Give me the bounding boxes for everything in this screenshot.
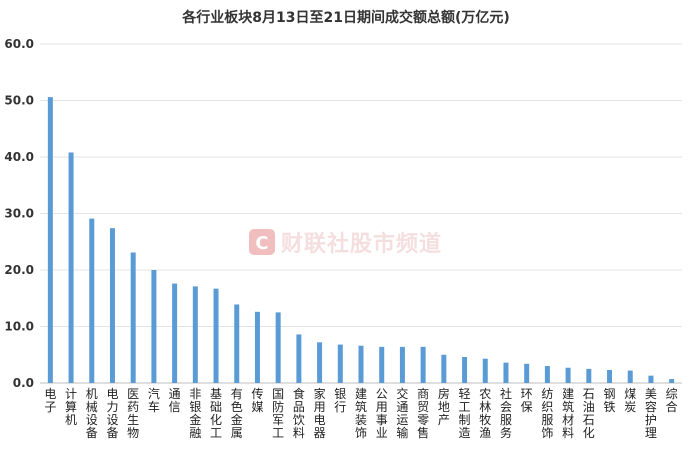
bar-建筑装饰 [358, 345, 364, 383]
bar-银行 [337, 344, 343, 383]
bar-环保 [524, 363, 530, 383]
bar-非银金融 [192, 286, 198, 383]
bar-基础化工 [213, 288, 219, 383]
bar-传媒 [254, 311, 260, 383]
x-tick-label: 轻工制造 [459, 387, 471, 440]
bar-电力设备 [109, 228, 115, 383]
bar-家用电器 [317, 342, 323, 383]
bar-钢铁 [607, 370, 613, 383]
x-tick-label: 房地产 [438, 386, 450, 427]
bar-计算机 [68, 152, 74, 383]
bar-农林牧渔 [482, 358, 488, 383]
bar-有色金属 [234, 304, 240, 383]
bar-交通运输 [399, 346, 405, 383]
bar-通信 [172, 283, 178, 383]
x-tick-label: 交通运输 [396, 386, 408, 440]
bar-机械设备 [89, 218, 95, 383]
bar-食品饮料 [296, 334, 302, 383]
watermark-logo-icon [249, 229, 275, 255]
bar-纺织服饰 [544, 366, 550, 383]
x-tick-label: 有色金属 [231, 387, 243, 440]
bar-综合 [669, 379, 675, 383]
x-tick-label: 国防军工 [272, 387, 284, 440]
x-tick-label: 商贸零售 [417, 386, 429, 440]
y-tick-label: 0.0 [13, 376, 34, 390]
bar-汽车 [151, 270, 157, 383]
x-tick-label: 机械设备 [86, 387, 98, 440]
x-tick-label: 基础化工 [210, 387, 222, 440]
x-tick-label: 传媒 [251, 386, 263, 414]
x-tick-label: 美容护理 [645, 387, 657, 440]
x-tick-label: 家用电器 [314, 386, 326, 440]
x-tick-label: 社会服务 [500, 386, 512, 440]
bar-公用事业 [379, 346, 385, 383]
bar-商贸零售 [420, 346, 426, 383]
bar-电子 [47, 97, 53, 384]
bar-煤炭 [627, 370, 633, 383]
x-tick-label: 计算机 [65, 387, 77, 427]
x-tick-label: 建筑装饰 [355, 387, 367, 440]
y-tick-label: 20.0 [4, 263, 34, 277]
x-tick-label: 环保 [521, 387, 533, 414]
bars [47, 97, 675, 384]
y-tick-label: 60.0 [4, 37, 34, 51]
grid-lines [40, 43, 682, 384]
x-tick-label: 电子 [44, 387, 56, 414]
bar-医药生物 [130, 252, 136, 383]
x-tick-label: 建筑材料 [562, 387, 574, 440]
chart-title: 各行业板块8月13日至21日期间成交额总额(万亿元) [181, 9, 510, 26]
x-tick-label: 钢铁 [604, 387, 616, 414]
watermark-logo-letter: C [255, 233, 268, 254]
x-tick-label: 石油石化 [583, 387, 595, 440]
x-tick-label: 农林牧渔 [479, 387, 491, 440]
x-tick-label: 医药生物 [127, 387, 139, 440]
bar-轻工制造 [462, 357, 468, 383]
watermark-text: 财联社股市频道 [281, 231, 442, 257]
x-tick-label: 电力设备 [106, 387, 118, 440]
x-tick-label: 煤炭 [624, 387, 636, 414]
x-tick-label: 纺织服饰 [541, 387, 553, 440]
x-tick-label: 综合 [666, 387, 678, 414]
y-axis: 0.0 10.0 20.0 30.0 40.0 50.0 60.0 [4, 37, 34, 390]
y-tick-label: 30.0 [4, 207, 34, 221]
bar-国防军工 [275, 312, 281, 383]
bar-美容护理 [648, 375, 654, 383]
bar-建筑材料 [565, 367, 571, 383]
bar-房地产 [441, 354, 447, 383]
y-tick-label: 40.0 [4, 150, 34, 164]
x-tick-label: 食品饮料 [293, 386, 305, 440]
x-tick-label: 非银金融 [189, 387, 201, 440]
watermark: C 财联社股市频道 [249, 229, 442, 257]
y-tick-label: 10.0 [4, 320, 34, 334]
y-tick-label: 50.0 [4, 94, 34, 108]
x-axis: 电子计算机机械设备电力设备医药生物汽车通信非银金融基础化工有色金属传媒国防军工食… [44, 386, 677, 440]
bar-社会服务 [503, 362, 509, 383]
bar-石油石化 [586, 368, 592, 383]
x-tick-label: 银行 [334, 387, 346, 414]
x-tick-label: 通信 [169, 387, 181, 414]
x-tick-label: 汽车 [148, 386, 160, 414]
x-tick-label: 公用事业 [376, 387, 388, 440]
